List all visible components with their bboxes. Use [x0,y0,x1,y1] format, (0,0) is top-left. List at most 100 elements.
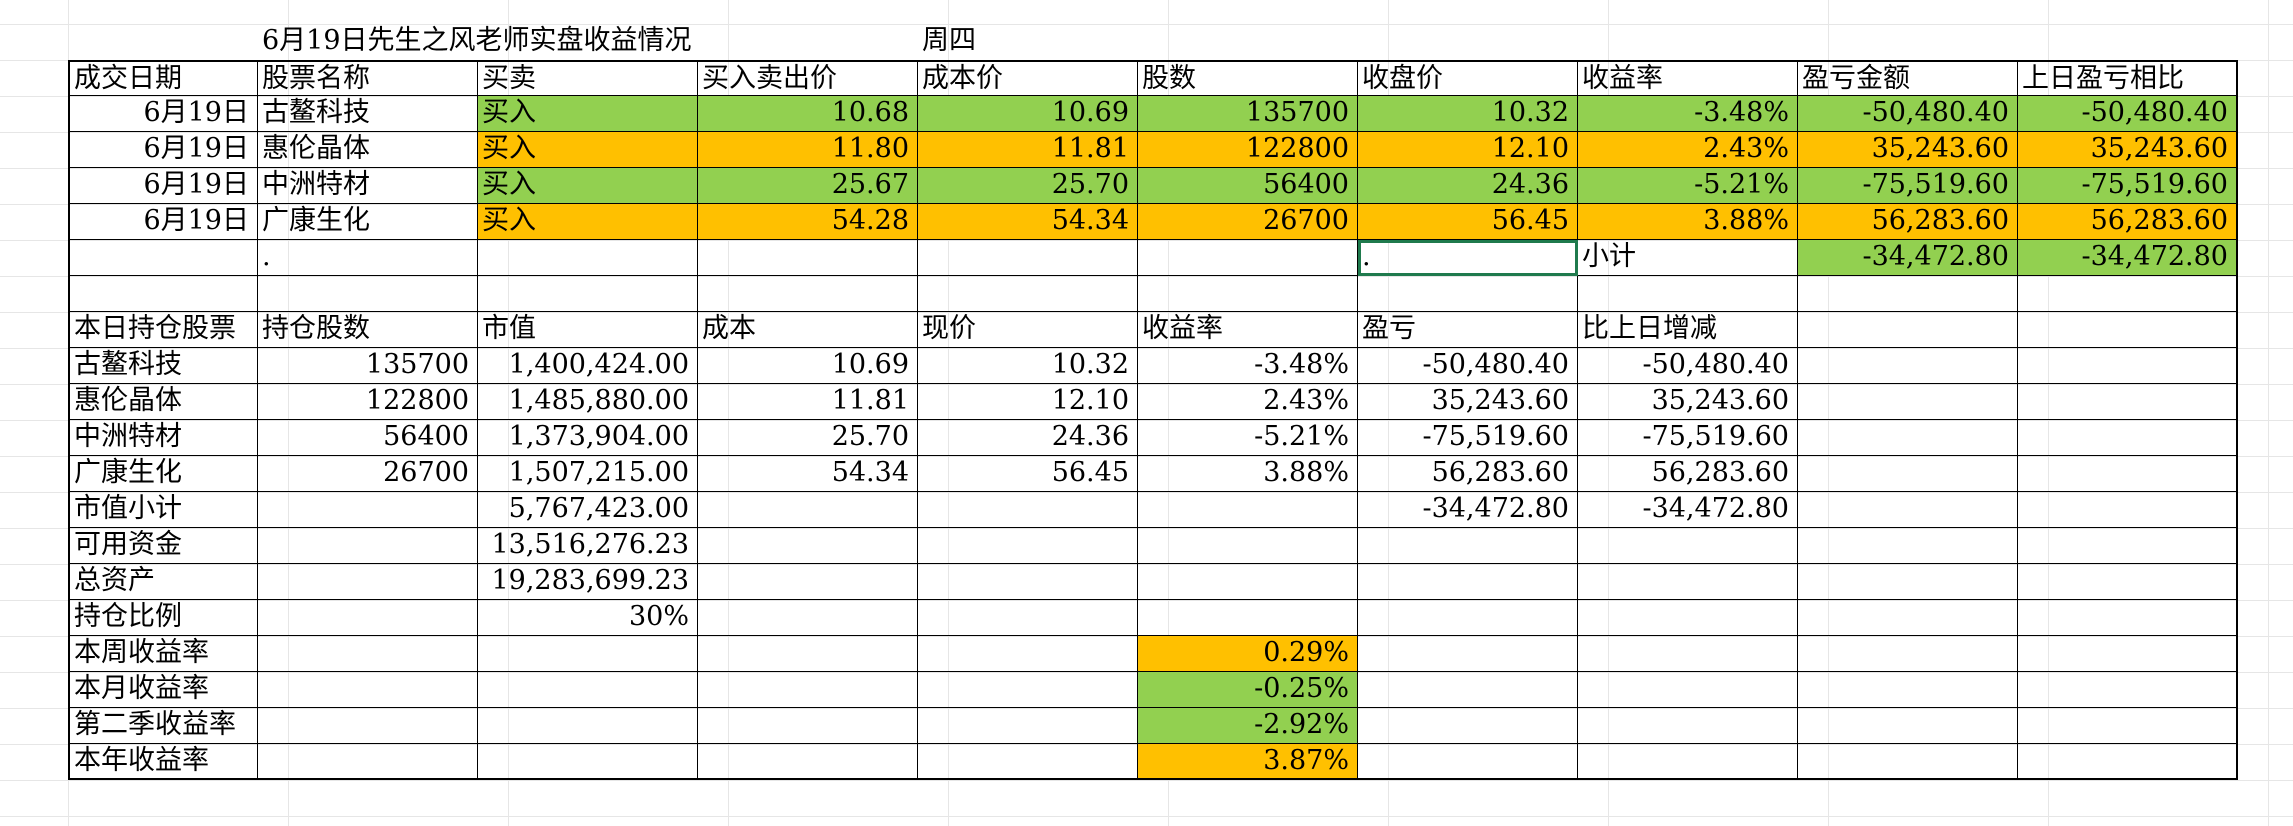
holding-market-value[interactable]: 1,485,880.00 [478,384,698,420]
holding-stock-name[interactable]: 广康生化 [68,456,258,492]
trade-shares[interactable]: 122800 [1138,132,1358,168]
cell-blank[interactable] [258,672,478,708]
cell-blank[interactable] [68,24,258,60]
selected-cell[interactable]: . [1358,240,1578,276]
cell-blank[interactable] [258,636,478,672]
cell-blank[interactable] [1798,672,2018,708]
return-label[interactable]: 本年收益率 [68,744,258,780]
cell-blank[interactable] [1798,456,2018,492]
cell-blank[interactable] [258,600,478,636]
trade-date[interactable]: 6月19日 [68,132,258,168]
summary-label[interactable]: 可用资金 [68,528,258,564]
holding-return[interactable]: 2.43% [1138,384,1358,420]
cell-blank[interactable] [2018,384,2238,420]
subtotal-label[interactable]: 小计 [1578,240,1798,276]
header-cost[interactable]: 成本 [698,312,918,348]
header-return-rate[interactable]: 收益率 [1138,312,1358,348]
cell-blank[interactable] [2018,600,2238,636]
cell-blank[interactable] [918,636,1138,672]
trade-stock-name[interactable]: 中洲特材 [258,168,478,204]
holding-change[interactable]: 35,243.60 [1578,384,1798,420]
trade-stock-name[interactable]: 古鳌科技 [258,96,478,132]
summary-label[interactable]: 总资产 [68,564,258,600]
trade-action[interactable]: 买入 [478,204,698,240]
cell-blank[interactable] [1138,528,1358,564]
cell-blank[interactable] [1358,672,1578,708]
weekday-label[interactable]: 周四 [922,25,976,56]
cell-blank[interactable] [478,240,698,276]
cell-blank[interactable] [258,744,478,780]
return-label[interactable]: 本周收益率 [68,636,258,672]
header-cost-price[interactable]: 成本价 [918,60,1138,96]
holding-pnl[interactable]: 56,283.60 [1358,456,1578,492]
trade-action[interactable]: 买入 [478,168,698,204]
cell-blank[interactable] [2018,528,2238,564]
holding-stock-name[interactable]: 惠伦晶体 [68,384,258,420]
cell-blank[interactable] [1578,528,1798,564]
trade-prev-compare[interactable]: 35,243.60 [2018,132,2238,168]
summary-value[interactable]: 30% [478,600,698,636]
cell-blank[interactable] [258,708,478,744]
header-current-price[interactable]: 现价 [918,312,1138,348]
subtotal-pnl[interactable]: -34,472.80 [1798,240,2018,276]
cell-blank[interactable] [698,672,918,708]
trade-pnl[interactable]: 56,283.60 [1798,204,2018,240]
trade-prev-compare[interactable]: -50,480.40 [2018,96,2238,132]
cell-blank[interactable] [698,492,918,528]
holding-cost[interactable]: 11.81 [698,384,918,420]
cell-blank[interactable] [1798,708,2018,744]
trade-close[interactable]: 10.32 [1358,96,1578,132]
mv-subtotal-change[interactable]: -34,472.80 [1578,492,1798,528]
cell-blank[interactable] [698,528,918,564]
cell-blank[interactable] [1578,564,1798,600]
trade-action[interactable]: 买入 [478,132,698,168]
header-pnl[interactable]: 盈亏 [1358,312,1578,348]
holding-price[interactable]: 12.10 [918,384,1138,420]
header-market-value[interactable]: 市值 [478,312,698,348]
cell-blank[interactable] [478,276,698,312]
cell-blank[interactable] [68,240,258,276]
trade-price[interactable]: 25.67 [698,168,918,204]
holding-market-value[interactable]: 1,373,904.00 [478,420,698,456]
cell-blank[interactable] [918,600,1138,636]
trade-return[interactable]: -3.48% [1578,96,1798,132]
holding-cost[interactable]: 25.70 [698,420,918,456]
cell-blank[interactable] [1358,276,1578,312]
cell-blank[interactable] [1358,600,1578,636]
holding-cost[interactable]: 10.69 [698,348,918,384]
cell-blank[interactable] [1798,636,2018,672]
cell-blank[interactable] [2018,744,2238,780]
cell-blank[interactable] [1358,636,1578,672]
trade-pnl[interactable]: 35,243.60 [1798,132,2018,168]
trade-shares[interactable]: 135700 [1138,96,1358,132]
holding-pnl[interactable]: 35,243.60 [1358,384,1578,420]
cell-blank[interactable] [478,636,698,672]
cell-blank[interactable] [698,276,918,312]
return-value[interactable]: -0.25% [1138,672,1358,708]
mv-subtotal-label[interactable]: 市值小计 [68,492,258,528]
cell-blank[interactable] [2018,348,2238,384]
cell-blank[interactable] [2018,564,2238,600]
cell-blank[interactable] [698,564,918,600]
holding-shares[interactable]: 122800 [258,384,478,420]
cell-blank[interactable] [1138,492,1358,528]
trade-date[interactable]: 6月19日 [68,96,258,132]
cell-blank[interactable] [1798,528,2018,564]
cell-blank[interactable] [698,708,918,744]
header-trade-price[interactable]: 买入卖出价 [698,60,918,96]
trade-cost[interactable]: 25.70 [918,168,1138,204]
cell-blank[interactable] [1138,240,1358,276]
trade-pnl[interactable]: -75,519.60 [1798,168,2018,204]
holding-return[interactable]: -5.21% [1138,420,1358,456]
trade-return[interactable]: -5.21% [1578,168,1798,204]
holding-pnl[interactable]: -75,519.60 [1358,420,1578,456]
trade-close[interactable]: 24.36 [1358,168,1578,204]
cell-blank[interactable] [918,528,1138,564]
cell-blank[interactable] [1578,600,1798,636]
cell-blank[interactable] [1138,276,1358,312]
holding-market-value[interactable]: 1,507,215.00 [478,456,698,492]
holding-return[interactable]: 3.88% [1138,456,1358,492]
cell-blank[interactable] [2018,420,2238,456]
cell-blank[interactable] [68,276,258,312]
trade-stock-name[interactable]: 广康生化 [258,204,478,240]
